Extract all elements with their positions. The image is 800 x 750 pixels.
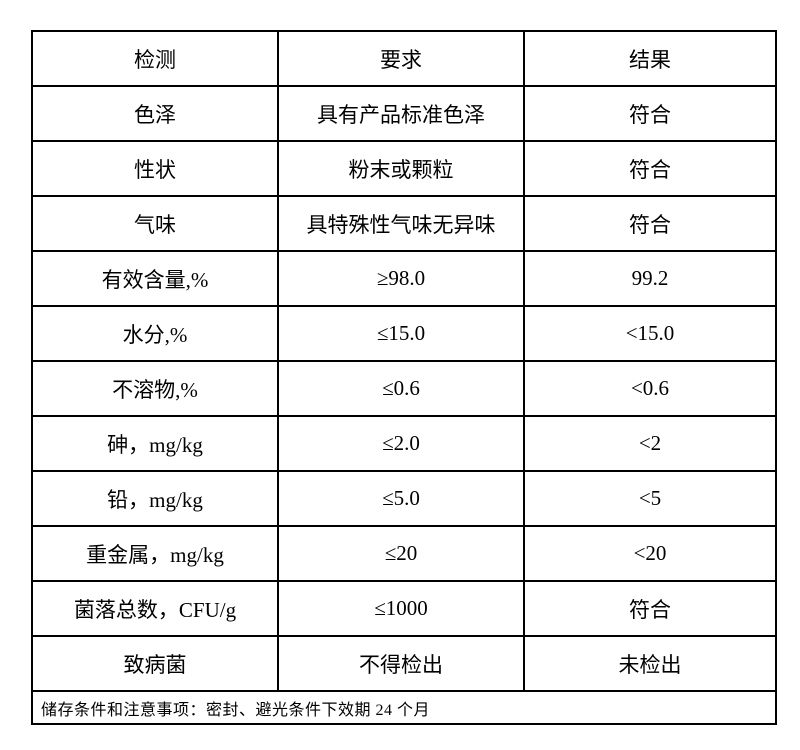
- cell-requirement: 具有产品标准色泽: [277, 85, 525, 142]
- cell-result: 符合: [523, 195, 777, 252]
- cell-result: <2: [523, 415, 777, 472]
- cell-result: <5: [523, 470, 777, 527]
- cell-item: 重金属，mg/kg: [31, 525, 279, 582]
- cell-result: 符合: [523, 580, 777, 637]
- table-footer-row: 储存条件和注意事项：密封、避光条件下效期 24 个月: [31, 690, 777, 725]
- storage-conditions-note: 储存条件和注意事项：密封、避光条件下效期 24 个月: [31, 690, 777, 725]
- cell-requirement: ≤15.0: [277, 305, 525, 362]
- cell-result: 符合: [523, 140, 777, 197]
- cell-item: 致病菌: [31, 635, 279, 692]
- cell-requirement: ≥98.0: [277, 250, 525, 307]
- table-row: 砷，mg/kg ≤2.0 <2: [31, 415, 777, 472]
- cell-item: 有效含量,%: [31, 250, 279, 307]
- inspection-spec-table: 检测 要求 结果 色泽 具有产品标准色泽 符合 性状 粉末或颗粒 符合 气味 具…: [31, 30, 777, 725]
- table-row: 色泽 具有产品标准色泽 符合: [31, 85, 777, 142]
- table-row: 性状 粉末或颗粒 符合: [31, 140, 777, 197]
- table-row: 菌落总数，CFU/g ≤1000 符合: [31, 580, 777, 637]
- cell-item: 色泽: [31, 85, 279, 142]
- cell-requirement: ≤0.6: [277, 360, 525, 417]
- cell-result: 未检出: [523, 635, 777, 692]
- table-header-row: 检测 要求 结果: [31, 30, 777, 87]
- cell-result: 99.2: [523, 250, 777, 307]
- column-header-test: 检测: [31, 30, 279, 87]
- table-row: 有效含量,% ≥98.0 99.2: [31, 250, 777, 307]
- table-row: 不溶物,% ≤0.6 <0.6: [31, 360, 777, 417]
- cell-item: 不溶物,%: [31, 360, 279, 417]
- table-row: 水分,% ≤15.0 <15.0: [31, 305, 777, 362]
- column-header-result: 结果: [523, 30, 777, 87]
- cell-requirement: ≤1000: [277, 580, 525, 637]
- cell-requirement: ≤20: [277, 525, 525, 582]
- cell-result: <15.0: [523, 305, 777, 362]
- cell-requirement: ≤2.0: [277, 415, 525, 472]
- table-row: 气味 具特殊性气味无异味 符合: [31, 195, 777, 252]
- cell-result: 符合: [523, 85, 777, 142]
- cell-result: <20: [523, 525, 777, 582]
- table-row: 铅，mg/kg ≤5.0 <5: [31, 470, 777, 527]
- cell-requirement: 粉末或颗粒: [277, 140, 525, 197]
- cell-requirement: 不得检出: [277, 635, 525, 692]
- cell-requirement: ≤5.0: [277, 470, 525, 527]
- cell-item: 铅，mg/kg: [31, 470, 279, 527]
- cell-item: 性状: [31, 140, 279, 197]
- cell-requirement: 具特殊性气味无异味: [277, 195, 525, 252]
- table-row: 重金属，mg/kg ≤20 <20: [31, 525, 777, 582]
- cell-item: 菌落总数，CFU/g: [31, 580, 279, 637]
- column-header-requirement: 要求: [277, 30, 525, 87]
- cell-item: 砷，mg/kg: [31, 415, 279, 472]
- cell-item: 气味: [31, 195, 279, 252]
- table-row: 致病菌 不得检出 未检出: [31, 635, 777, 692]
- cell-item: 水分,%: [31, 305, 279, 362]
- cell-result: <0.6: [523, 360, 777, 417]
